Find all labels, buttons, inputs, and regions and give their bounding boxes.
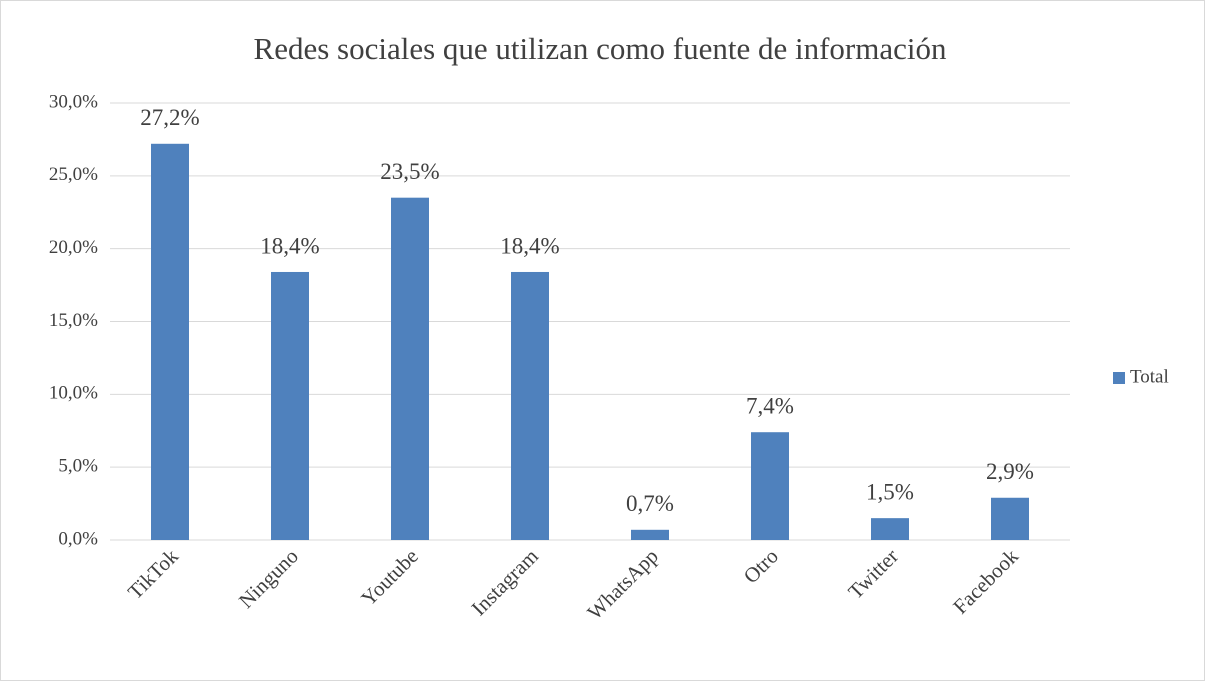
value-label: 2,9% (986, 459, 1034, 484)
bar (871, 518, 909, 540)
value-label: 7,4% (746, 393, 794, 418)
legend-swatch (1113, 372, 1125, 384)
bar (991, 497, 1029, 540)
y-tick-label: 5,0% (58, 456, 98, 477)
y-tick-label: 10,0% (49, 383, 98, 404)
bar (151, 143, 189, 540)
bar (631, 529, 669, 540)
bar (271, 271, 309, 540)
value-label: 18,4% (260, 233, 319, 258)
bar (511, 271, 549, 540)
value-label: 0,7% (626, 491, 674, 516)
value-label: 18,4% (500, 233, 559, 258)
legend-label: Total (1130, 366, 1169, 387)
bar (751, 432, 789, 540)
value-label: 23,5% (380, 159, 439, 184)
value-label: 27,2% (140, 105, 199, 130)
y-tick-label: 20,0% (49, 237, 98, 258)
y-tick-label: 0,0% (58, 528, 98, 549)
chart-title: Redes sociales que utilizan como fuente … (254, 31, 947, 66)
y-tick-label: 25,0% (49, 164, 98, 185)
y-tick-label: 30,0% (49, 91, 98, 112)
bar (391, 197, 429, 540)
value-label: 1,5% (866, 479, 914, 504)
y-tick-label: 15,0% (49, 310, 98, 331)
